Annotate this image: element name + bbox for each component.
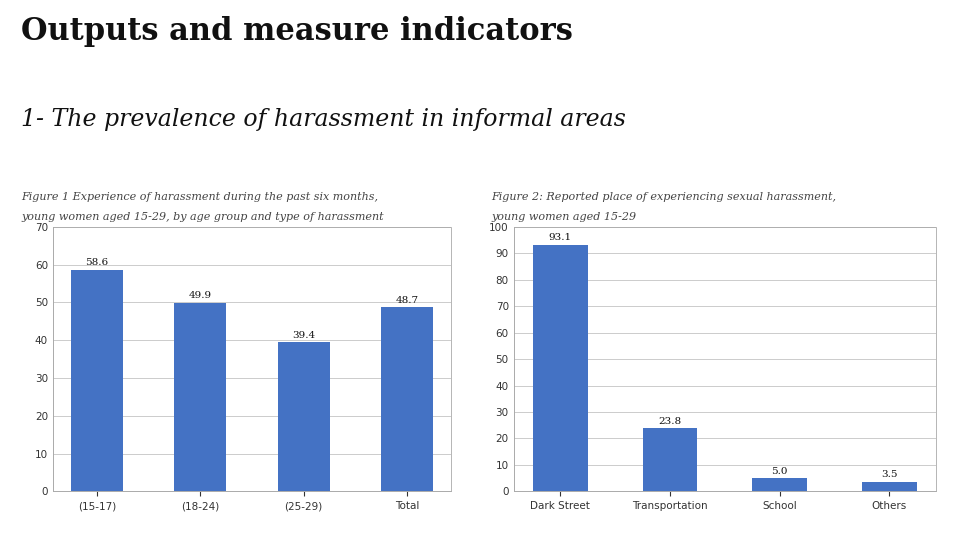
Bar xyxy=(175,303,227,491)
Text: 1- The prevalence of harassment in informal areas: 1- The prevalence of harassment in infor… xyxy=(21,108,626,131)
Bar xyxy=(277,342,329,491)
Text: 93.1: 93.1 xyxy=(549,233,572,242)
Text: Outputs and measure indicators: Outputs and measure indicators xyxy=(21,16,573,47)
Bar xyxy=(71,270,123,491)
Text: 39.4: 39.4 xyxy=(292,331,315,340)
Text: young women aged 15-29, by age group and type of harassment: young women aged 15-29, by age group and… xyxy=(21,212,384,222)
Text: 58.6: 58.6 xyxy=(85,258,108,267)
Text: 5.0: 5.0 xyxy=(772,467,788,476)
Bar xyxy=(642,428,697,491)
Text: 48.7: 48.7 xyxy=(396,296,419,305)
Text: 49.9: 49.9 xyxy=(189,291,212,300)
Text: young women aged 15-29: young women aged 15-29 xyxy=(492,212,636,222)
Bar xyxy=(381,307,433,491)
Text: 3.5: 3.5 xyxy=(881,470,898,480)
Text: Figure 1 Experience of harassment during the past six months,: Figure 1 Experience of harassment during… xyxy=(21,192,378,202)
Text: Figure 2: Reported place of experiencing sexual harassment,: Figure 2: Reported place of experiencing… xyxy=(492,192,836,202)
Bar xyxy=(862,482,917,491)
Bar xyxy=(533,245,588,491)
Text: 23.8: 23.8 xyxy=(659,417,682,426)
Bar xyxy=(753,478,807,491)
